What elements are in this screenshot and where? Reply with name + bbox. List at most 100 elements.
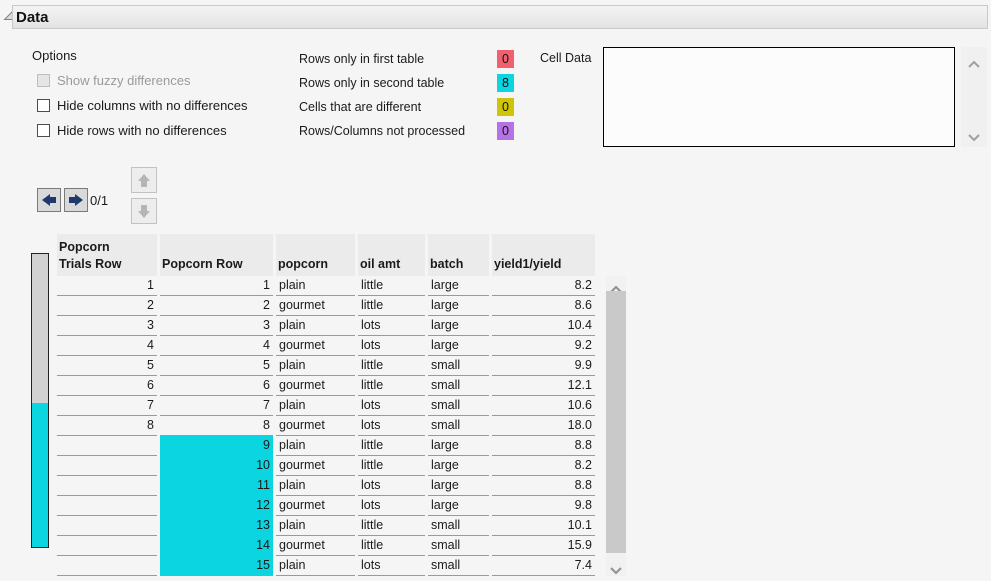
cell-trials_row[interactable] (57, 456, 157, 476)
cell-popcorn_row[interactable]: 14 (160, 536, 273, 556)
cell-popcorn[interactable]: gourmet (276, 376, 355, 396)
next-difference-button[interactable] (64, 188, 88, 212)
cell-popcorn[interactable]: plain (276, 316, 355, 336)
scroll-down-button[interactable] (131, 198, 157, 224)
cell-trials_row[interactable] (57, 436, 157, 456)
cell-popcorn[interactable]: gourmet (276, 536, 355, 556)
cell-yield[interactable]: 8.2 (492, 456, 595, 476)
cell-yield[interactable]: 9.9 (492, 356, 595, 376)
cell-yield[interactable]: 10.4 (492, 316, 595, 336)
scroll-up-button[interactable] (131, 167, 157, 193)
cell-oil_amt[interactable]: little (358, 456, 425, 476)
checkbox-hide-columns-no-differences[interactable]: Hide columns with no differences (37, 97, 248, 113)
cell-trials_row[interactable]: 2 (57, 296, 157, 316)
cell-popcorn[interactable]: gourmet (276, 456, 355, 476)
scroll-up-icon[interactable] (609, 281, 623, 293)
checkbox-box-icon[interactable] (37, 73, 50, 87)
checkbox-show-fuzzy-differences[interactable]: Show fuzzy differences (37, 72, 190, 88)
cell-trials_row[interactable]: 1 (57, 276, 157, 296)
cell-oil_amt[interactable]: little (358, 276, 425, 296)
cell-yield[interactable]: 12.1 (492, 376, 595, 396)
cell-yield[interactable]: 8.2 (492, 276, 595, 296)
cell-popcorn_row[interactable]: 11 (160, 476, 273, 496)
cell-popcorn_row[interactable]: 8 (160, 416, 273, 436)
cell-trials_row[interactable]: 8 (57, 416, 157, 436)
cell-yield[interactable]: 9.8 (492, 496, 595, 516)
cell-popcorn[interactable]: gourmet (276, 496, 355, 516)
cell-batch[interactable]: small (428, 376, 489, 396)
column-header-batch[interactable]: batch (428, 234, 489, 276)
cell-oil_amt[interactable]: lots (358, 316, 425, 336)
cell-oil_amt[interactable]: little (358, 296, 425, 316)
cell-oil_amt[interactable]: little (358, 436, 425, 456)
table-scrollbar[interactable] (606, 276, 626, 576)
cell-trials_row[interactable]: 3 (57, 316, 157, 336)
cell-batch[interactable]: small (428, 396, 489, 416)
cell-oil_amt[interactable]: little (358, 516, 425, 536)
cell-oil_amt[interactable]: little (358, 356, 425, 376)
cell-popcorn_row[interactable]: 6 (160, 376, 273, 396)
cell-batch[interactable]: large (428, 336, 489, 356)
cell-trials_row[interactable] (57, 476, 157, 496)
scroll-up-icon[interactable] (967, 56, 981, 68)
scroll-down-icon[interactable] (609, 562, 623, 575)
column-header-trials-row[interactable]: Popcorn Trials Row (57, 234, 157, 276)
cell-popcorn_row[interactable]: 4 (160, 336, 273, 356)
cell-oil_amt[interactable]: little (358, 536, 425, 556)
cell-popcorn_row[interactable]: 7 (160, 396, 273, 416)
scroll-down-icon[interactable] (967, 129, 981, 142)
cell-oil_amt[interactable]: lots (358, 476, 425, 496)
cell-popcorn_row[interactable]: 10 (160, 456, 273, 476)
checkbox-hide-rows-no-differences[interactable]: Hide rows with no differences (37, 122, 227, 138)
column-header-yield[interactable]: yield1/yield (492, 234, 595, 276)
cell-popcorn_row[interactable]: 2 (160, 296, 273, 316)
cell-batch[interactable]: large (428, 296, 489, 316)
cell-oil_amt[interactable]: lots (358, 396, 425, 416)
panel-titlebar[interactable]: Data (12, 5, 988, 29)
cell-yield[interactable]: 7.4 (492, 556, 595, 576)
cell-popcorn[interactable]: gourmet (276, 416, 355, 436)
cell-batch[interactable]: large (428, 476, 489, 496)
cell-yield[interactable]: 9.2 (492, 336, 595, 356)
cell-batch[interactable]: large (428, 436, 489, 456)
cell-popcorn_row[interactable]: 1 (160, 276, 273, 296)
cell-trials_row[interactable]: 5 (57, 356, 157, 376)
cell-trials_row[interactable]: 4 (57, 336, 157, 356)
cell-popcorn_row[interactable]: 9 (160, 436, 273, 456)
cell-yield[interactable]: 8.8 (492, 436, 595, 456)
cell-popcorn[interactable]: plain (276, 396, 355, 416)
cell-yield[interactable]: 10.1 (492, 516, 595, 536)
cell-data-scrollbar[interactable] (961, 47, 987, 147)
cell-trials_row[interactable]: 6 (57, 376, 157, 396)
column-header-oil-amt[interactable]: oil amt (358, 234, 425, 276)
cell-batch[interactable]: large (428, 456, 489, 476)
cell-batch[interactable]: small (428, 536, 489, 556)
checkbox-box-icon[interactable] (37, 123, 50, 137)
cell-batch[interactable]: large (428, 496, 489, 516)
cell-popcorn[interactable]: plain (276, 436, 355, 456)
scrollbar-thumb[interactable] (606, 291, 626, 553)
cell-trials_row[interactable] (57, 536, 157, 556)
cell-popcorn_row[interactable]: 13 (160, 516, 273, 536)
cell-oil_amt[interactable]: lots (358, 496, 425, 516)
cell-yield[interactable]: 15.9 (492, 536, 595, 556)
cell-batch[interactable]: small (428, 416, 489, 436)
column-header-popcorn-row[interactable]: Popcorn Row (160, 234, 273, 276)
cell-yield[interactable]: 10.6 (492, 396, 595, 416)
cell-popcorn[interactable]: plain (276, 356, 355, 376)
cell-popcorn[interactable]: plain (276, 516, 355, 536)
cell-oil_amt[interactable]: lots (358, 416, 425, 436)
cell-batch[interactable]: small (428, 516, 489, 536)
cell-batch[interactable]: small (428, 556, 489, 576)
cell-popcorn[interactable]: gourmet (276, 336, 355, 356)
cell-oil_amt[interactable]: lots (358, 556, 425, 576)
cell-popcorn[interactable]: plain (276, 276, 355, 296)
cell-yield[interactable]: 18.0 (492, 416, 595, 436)
cell-popcorn_row[interactable]: 3 (160, 316, 273, 336)
previous-difference-button[interactable] (37, 188, 61, 212)
cell-yield[interactable]: 8.8 (492, 476, 595, 496)
cell-popcorn[interactable]: gourmet (276, 296, 355, 316)
cell-trials_row[interactable] (57, 496, 157, 516)
cell-batch[interactable]: large (428, 276, 489, 296)
cell-popcorn_row[interactable]: 15 (160, 556, 273, 576)
